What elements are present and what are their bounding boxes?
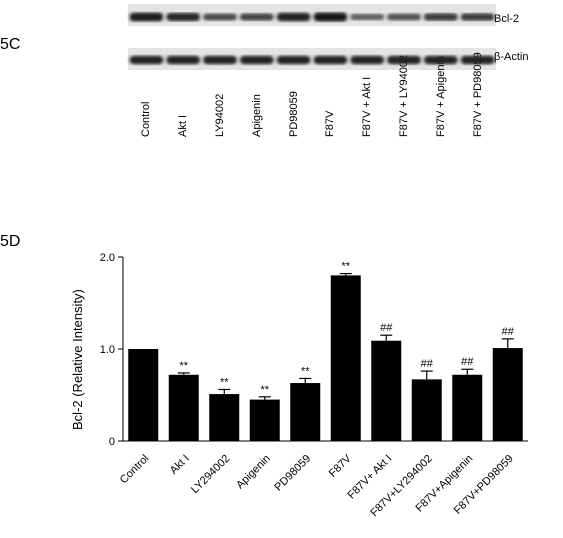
y-tick-label: 0 <box>109 436 115 448</box>
bar <box>492 348 523 441</box>
blot-band <box>129 12 164 22</box>
bar <box>209 394 240 441</box>
blot-band <box>387 13 421 21</box>
x-tick-label: F87V <box>327 452 355 480</box>
bar <box>452 374 483 441</box>
bar <box>371 340 402 441</box>
blot-band <box>166 55 201 65</box>
significance-label: ** <box>301 365 310 377</box>
blot-band <box>350 13 385 21</box>
panel-d-label: 5D <box>0 233 21 250</box>
significance-label: ## <box>421 358 434 370</box>
blot-band <box>166 12 201 22</box>
x-tick-label: Akt I <box>168 453 192 477</box>
bar <box>128 349 159 441</box>
blot-band <box>460 13 495 21</box>
blot-band <box>350 55 385 65</box>
blot-band <box>423 13 458 21</box>
blot-band <box>129 55 164 65</box>
blot-band <box>239 55 274 65</box>
blot-band <box>276 55 311 65</box>
significance-label: ** <box>341 261 350 273</box>
bar <box>330 275 361 441</box>
significance-label: ## <box>502 326 515 338</box>
significance-label: ## <box>380 322 393 334</box>
blot-band <box>460 55 495 65</box>
blot-band <box>203 55 237 65</box>
significance-label: ** <box>179 360 188 372</box>
bar <box>411 379 442 441</box>
significance-label: ** <box>220 376 229 388</box>
bar <box>249 399 280 441</box>
blot-band <box>313 12 348 22</box>
panel-c-label: 5C <box>0 36 21 53</box>
bar <box>290 383 321 441</box>
blot-band <box>313 55 348 65</box>
blot-band <box>423 55 458 65</box>
actin-blot-strip <box>128 48 496 70</box>
blot-band <box>276 12 311 22</box>
significance-label: ## <box>461 356 474 368</box>
y-tick-label: 1.0 <box>100 344 115 356</box>
blot-band <box>203 13 237 21</box>
blot-band <box>239 13 274 21</box>
x-tick-label: LY294002 <box>189 453 232 496</box>
bcl2-blot-label: Bcl-2 <box>494 13 520 25</box>
blot-band <box>387 55 421 65</box>
x-tick-label: PD98059 <box>272 453 313 494</box>
significance-label: ** <box>260 384 269 396</box>
x-tick-label: Apigenin <box>234 453 273 492</box>
bar <box>168 374 199 441</box>
x-tick-label: Control <box>118 453 152 487</box>
actin-blot-label: β-Actin <box>494 51 529 63</box>
y-tick-label: 2.0 <box>100 252 115 264</box>
